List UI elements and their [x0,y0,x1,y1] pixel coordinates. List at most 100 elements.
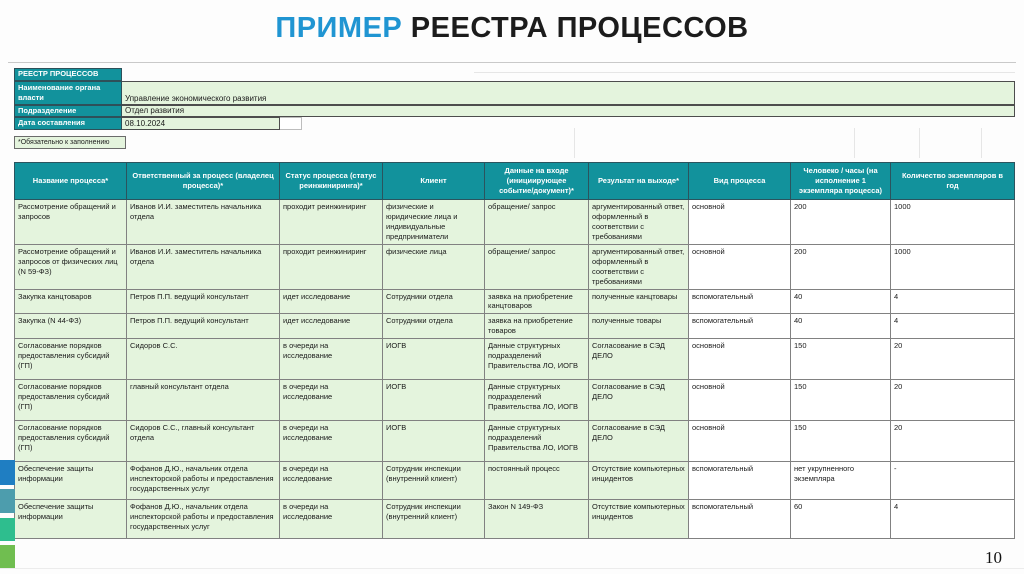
table-cell: Иванов И.И. заместитель начальника отдел… [126,243,280,290]
table-cell: полученные канцтовары [588,288,689,315]
table-cell: Отсутствие компьютерных инцидентов [588,499,689,540]
table-cell: обращение/ запрос [484,243,589,290]
table-cell: Рассмотрение обращений и запросов от физ… [14,243,127,290]
gridline [474,72,1015,73]
table-cell: обращение/ запрос [484,199,589,245]
table-cell: Согласование в СЭД ДЕЛО [588,338,689,381]
table-row: Согласование порядков предоставления суб… [14,420,1015,463]
page-title-accent: ПРИМЕР [275,12,403,44]
table-cell: аргументированный ответ, оформленный в с… [588,199,689,245]
gridline [981,128,982,158]
table-cell: Сотрудник инспекции (внутренний клиент) [382,461,485,501]
table-row: Обеспечение защиты информации Фофанов Д.Ю… [14,461,1015,501]
table-cell: вспомогательный [688,288,791,315]
accent-bar-steel [0,489,15,513]
table-cell: Сидоров С.С. [126,338,280,381]
accent-bar-blue [0,460,15,485]
table-cell: Данные структурных подразделений Правите… [484,338,589,381]
table-row: Рассмотрение обращений и запросов Иванов … [14,199,1015,245]
table-cell: заявка на приобретение канцтоваров [484,288,589,315]
column-header: Клиент [382,161,485,201]
table-cell: главный консультант отдела [126,379,280,422]
table-row: Обеспечение защиты информации Фофанов Д.Ю… [14,499,1015,540]
table-cell: Обеспечение защиты информации [14,499,127,540]
table-cell: в очереди на исследование [279,499,383,540]
date-value: 08.10.2024 [122,117,280,130]
column-header: Результат на выходе* [588,161,689,201]
table-cell: 60 [790,499,891,540]
table-cell: Данные структурных подразделений Правите… [484,379,589,422]
table-cell: 150 [790,379,891,422]
table-cell: основной [688,199,791,245]
table-cell: 20 [890,420,1015,463]
table-cell: Петров П.П. ведущий консультант [126,313,280,340]
table-cell: 150 [790,338,891,381]
table-cell: Фофанов Д.Ю., начальник отдела инспектор… [126,499,280,540]
table-cell: идет исследование [279,313,383,340]
table-cell: вспомогательный [688,313,791,340]
table-cell: нет укрупненного экземпляра [790,461,891,501]
empty-cell [122,68,1015,81]
page-number: 10 [985,548,1002,567]
table-cell: Закупка канцтоваров [14,288,127,315]
table-cell: Согласование в СЭД ДЕЛО [588,379,689,422]
title-divider [8,62,1016,63]
table-cell: в очереди на исследование [279,379,383,422]
registry-title: РЕЕСТР ПРОЦЕССОВ [14,68,122,81]
column-header: Количество экземпляров в год [890,161,1015,201]
table-cell: 150 [790,420,891,463]
table-cell: 4 [890,288,1015,315]
table-cell: Закупка (N 44-ФЗ) [14,313,127,340]
table-cell: Обеспечение защиты информации [14,461,127,501]
column-header: Статус процесса (статус реинжиниринга)* [279,161,383,201]
dept-row: Подразделение Отдел развития [14,105,1015,117]
table-cell: 40 [790,313,891,340]
table-row: Согласование порядков предоставления суб… [14,338,1015,381]
table-cell: Фофанов Д.Ю., начальник отдела инспектор… [126,461,280,501]
column-header: Человеко / часы (на исполнение 1 экземпл… [790,161,891,201]
table-cell: 4 [890,499,1015,540]
process-table-body: Рассмотрение обращений и запросов Иванов … [14,199,1015,540]
table-cell: 1000 [890,243,1015,290]
table-cell: вспомогательный [688,461,791,501]
table-cell: Сидоров С.С., главный консультант отдела [126,420,280,463]
column-header: Ответственный за процесс (владелец проце… [126,161,280,201]
table-cell: ИОГВ [382,420,485,463]
table-cell: физические лица [382,243,485,290]
table-cell: Согласование порядков предоставления суб… [14,338,127,381]
empty-cell [302,117,1015,130]
table-row: Согласование порядков предоставления суб… [14,379,1015,422]
table-cell: в очереди на исследование [279,420,383,463]
table-cell: постоянный процесс [484,461,589,501]
date-label: Дата составления [14,117,122,130]
table-cell: 20 [890,379,1015,422]
table-cell: ИОГВ [382,379,485,422]
table-cell: Сотрудники отдела [382,288,485,315]
table-cell: 200 [790,243,891,290]
dept-label: Подразделение [14,105,122,117]
page-title-rest: РЕЕСТРА ПРОЦЕССОВ [402,12,749,44]
required-note: *Обязательно к заполнению [14,136,126,149]
table-cell: проходит реинжиниринг [279,199,383,245]
org-value: Управление экономического развития [122,81,1015,105]
table-cell: в очереди на исследование [279,461,383,501]
dept-value: Отдел развития [122,105,1015,117]
accent-bar-green [0,545,15,568]
table-cell: Отсутствие компьютерных инцидентов [588,461,689,501]
table-cell: полученные товары [588,313,689,340]
table-cell: в очереди на исследование [279,338,383,381]
table-cell: 40 [790,288,891,315]
gridline [919,128,920,158]
table-cell: ИОГВ [382,338,485,381]
table-cell: Согласование порядков предоставления суб… [14,420,127,463]
process-table: Название процесса* Ответственный за проце… [14,161,1015,540]
page-title: ПРИМЕР РЕЕСТРА ПРОЦЕССОВ [0,12,1024,45]
table-cell: заявка на приобретение товаров [484,313,589,340]
accent-bar-emerald [0,518,15,541]
table-cell: основной [688,379,791,422]
gridline [854,128,855,158]
table-row: Рассмотрение обращений и запросов от физ… [14,243,1015,290]
table-cell: Сотрудники отдела [382,313,485,340]
table-cell: основной [688,243,791,290]
process-table-head: Название процесса* Ответственный за проце… [14,161,1015,201]
